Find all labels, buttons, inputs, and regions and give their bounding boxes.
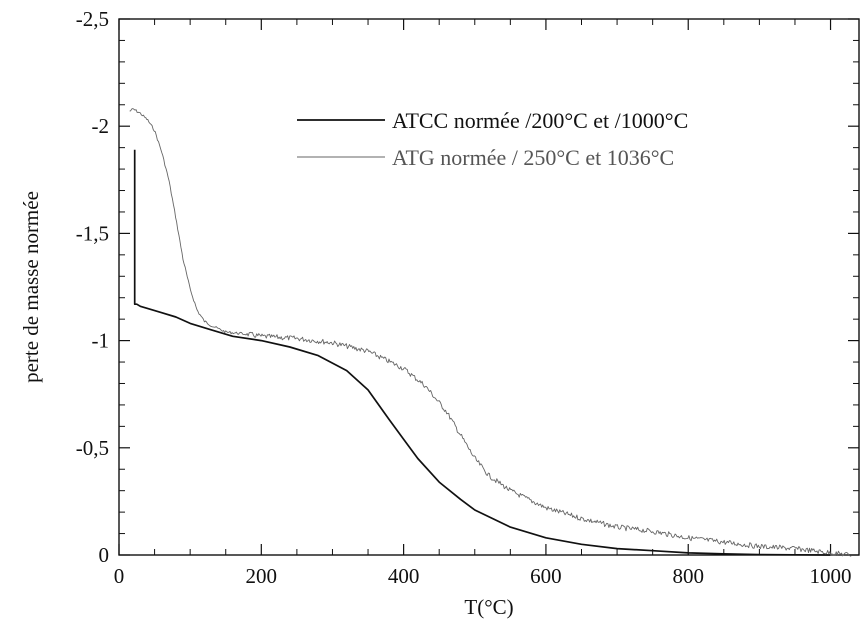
legend-label-atcc: ATCC normée /200°C et /1000°C <box>392 108 688 133</box>
y-tick-label: -2 <box>92 114 110 138</box>
y-axis-title: perte de masse normée <box>19 191 43 383</box>
series-line-1 <box>129 108 852 557</box>
axes: 0 200 400 600 800 1000 0 -0,5 -1 -1,5 -2 -2,5 <box>76 7 860 588</box>
x-tick-label: 0 <box>114 564 125 588</box>
y-tick-label: -1,5 <box>76 221 109 245</box>
series-line-0 <box>133 149 831 556</box>
x-tick-label: 200 <box>246 564 278 588</box>
x-tick-label: 1000 <box>810 564 852 588</box>
plot-frame <box>118 18 860 556</box>
y-tick-label: -1 <box>92 329 110 353</box>
legend-label-atg: ATG normée / 250°C et 1036°C <box>392 145 674 170</box>
series-layer <box>129 108 852 557</box>
y-tick-label: -2,5 <box>76 7 109 31</box>
x-axis-title: T(°C) <box>464 595 513 619</box>
x-tick-label: 400 <box>388 564 420 588</box>
y-tick-label: 0 <box>99 543 110 567</box>
legend: ATCC normée /200°C et /1000°C ATG normée… <box>297 108 688 170</box>
x-tick-label: 600 <box>530 564 562 588</box>
y-tick-label: -0,5 <box>76 436 109 460</box>
x-tick-label: 800 <box>672 564 704 588</box>
